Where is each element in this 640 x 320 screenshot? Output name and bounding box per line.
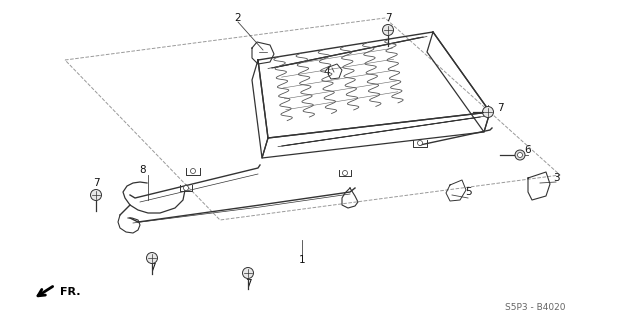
Circle shape — [515, 150, 525, 160]
Circle shape — [191, 169, 195, 173]
Circle shape — [518, 153, 522, 157]
Text: 7: 7 — [497, 103, 503, 113]
Circle shape — [147, 252, 157, 263]
Circle shape — [184, 186, 189, 190]
Text: 7: 7 — [385, 13, 391, 23]
Circle shape — [483, 107, 493, 117]
Text: 7: 7 — [93, 178, 99, 188]
Text: 4: 4 — [324, 67, 330, 77]
Text: 5: 5 — [465, 187, 471, 197]
Circle shape — [383, 25, 394, 36]
Circle shape — [90, 189, 102, 201]
Circle shape — [342, 171, 348, 175]
Text: 3: 3 — [553, 173, 559, 183]
Text: 8: 8 — [140, 165, 147, 175]
Text: 2: 2 — [235, 13, 241, 23]
Circle shape — [243, 268, 253, 278]
Text: S5P3 - B4020: S5P3 - B4020 — [505, 303, 565, 313]
Circle shape — [417, 140, 422, 146]
Text: 7: 7 — [148, 263, 156, 273]
Text: 6: 6 — [525, 145, 531, 155]
Text: 1: 1 — [299, 255, 305, 265]
Text: FR.: FR. — [60, 287, 81, 297]
Text: 7: 7 — [244, 279, 252, 289]
